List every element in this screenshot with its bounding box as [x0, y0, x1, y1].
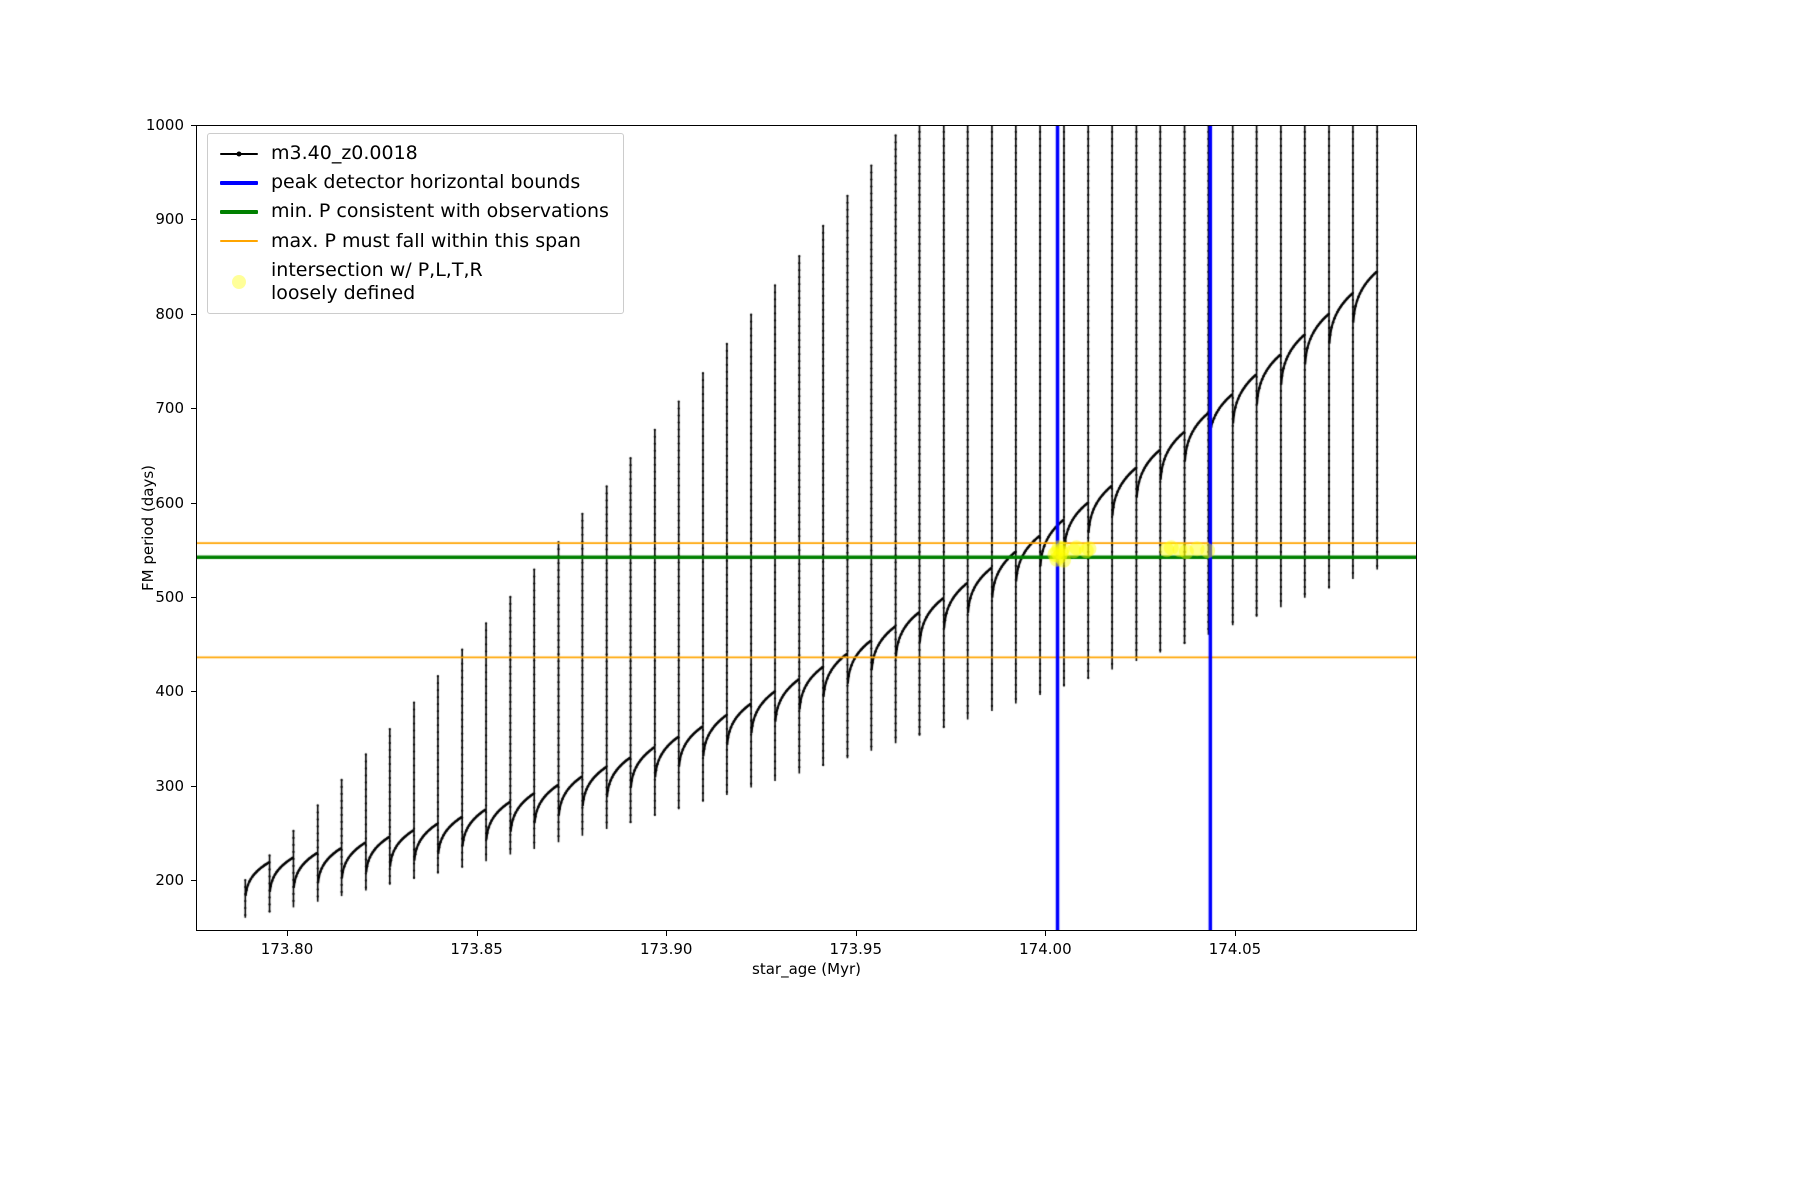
y-tick-label: 400 [155, 682, 184, 701]
legend-entry: min. P consistent with observations [218, 200, 609, 223]
x-tick-label: 173.85 [450, 940, 503, 958]
x-axis-label: star_age (Myr) [752, 960, 861, 978]
x-tick-mark [1234, 931, 1236, 936]
legend-entry: max. P must fall within this span [218, 230, 609, 253]
y-tick-label: 900 [155, 210, 184, 229]
legend-label: intersection w/ P,L,T,R loosely defined [271, 258, 483, 304]
y-tick-mark [191, 691, 196, 693]
legend-label: max. P must fall within this span [271, 229, 581, 252]
x-tick-mark [1045, 931, 1047, 936]
y-tick-label: 200 [155, 871, 184, 890]
legend-entry: m3.40_z0.0018 [218, 142, 609, 165]
y-axis-label: FM period (days) [139, 465, 157, 591]
y-tick-label: 800 [155, 304, 184, 323]
legend-marker-dot-icon [236, 151, 242, 157]
legend-label: m3.40_z0.0018 [271, 142, 418, 164]
y-tick-label: 1000 [145, 116, 184, 134]
legend-marker-swatch-icon [218, 271, 260, 293]
legend-line-swatch-icon [218, 230, 260, 252]
x-tick-label: 173.90 [639, 940, 693, 958]
y-tick-mark [191, 785, 196, 787]
legend-line-swatch-icon [218, 172, 260, 194]
y-tick-mark [191, 880, 196, 882]
x-tick-mark [476, 931, 478, 936]
x-tick-label: 173.95 [829, 940, 883, 958]
x-tick-mark [666, 931, 668, 936]
y-tick-mark [191, 313, 196, 315]
y-tick-mark [191, 408, 196, 410]
y-tick-mark [191, 219, 196, 221]
y-tick-mark [191, 125, 196, 126]
legend-line-icon [220, 209, 258, 214]
legend-entry: intersection w/ P,L,T,R loosely defined [218, 259, 609, 305]
x-tick-label: 174.05 [1208, 940, 1262, 958]
legend-line-swatch-icon [218, 143, 260, 165]
legend-scatter-dot-icon [232, 274, 246, 289]
legend-line-icon [220, 240, 258, 243]
legend-label: min. P consistent with observations [271, 200, 609, 223]
x-tick-mark [855, 931, 857, 936]
legend-line-swatch-icon [218, 201, 260, 223]
y-tick-mark [191, 502, 196, 504]
y-tick-label: 300 [155, 776, 184, 795]
x-tick-label: 174.00 [1019, 940, 1072, 958]
legend-entry: peak detector horizontal bounds [218, 171, 609, 194]
y-tick-label: 700 [155, 399, 184, 418]
x-tick-label: 173.80 [260, 940, 314, 958]
legend-label: peak detector horizontal bounds [271, 171, 581, 194]
x-tick-mark [287, 931, 288, 936]
y-tick-label: 500 [155, 587, 184, 606]
legend-line-icon [220, 180, 258, 185]
y-tick-mark [191, 596, 196, 598]
y-tick-label: 600 [155, 493, 184, 512]
